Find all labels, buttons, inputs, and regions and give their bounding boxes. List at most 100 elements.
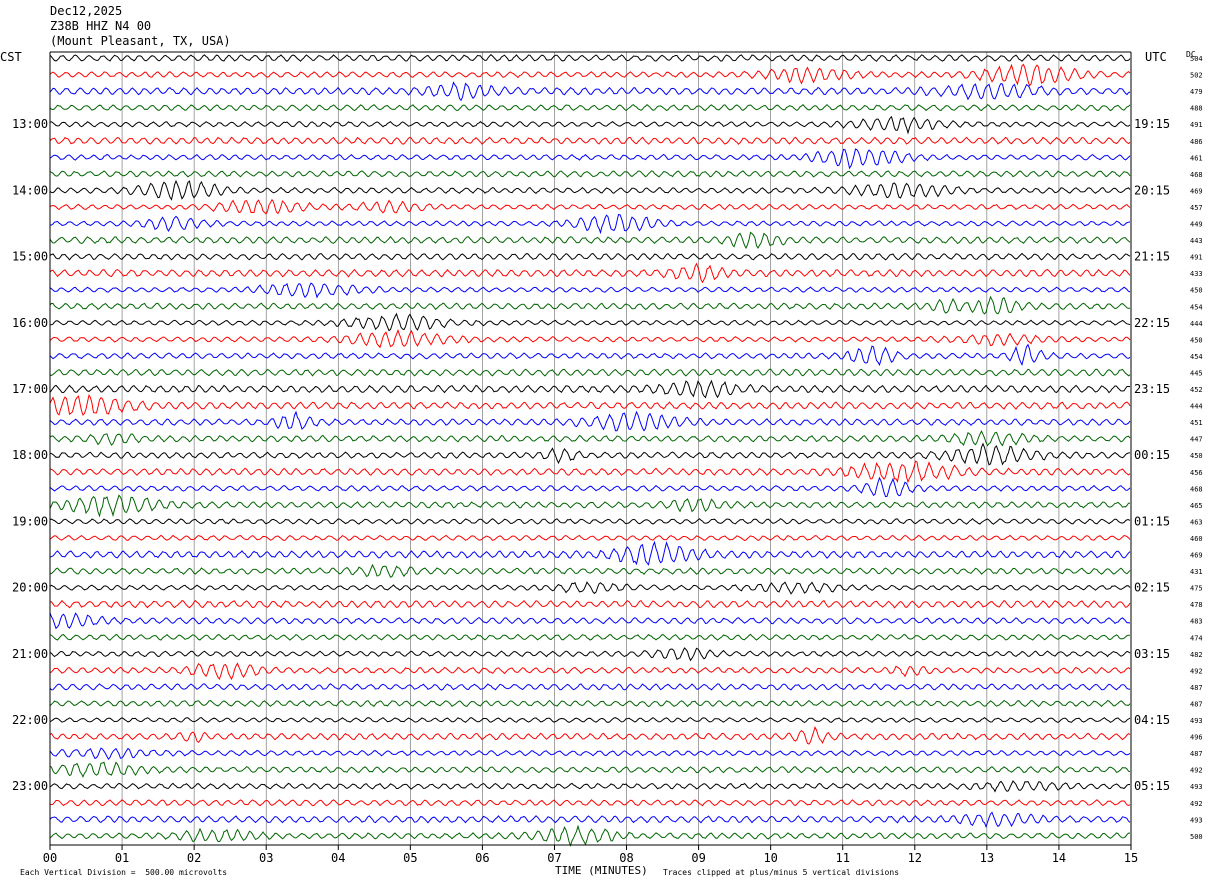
dc-offset-label: 469	[1190, 187, 1203, 195]
x-tick-label: 09	[691, 851, 705, 865]
dc-offset-label: 483	[1190, 618, 1203, 626]
left-hour-label: 23:00	[12, 779, 48, 793]
dc-offset-label: 461	[1190, 154, 1203, 162]
seismic-trace	[49, 213, 1131, 235]
seismic-trace	[49, 252, 1131, 261]
left-timezone-label: CST	[0, 50, 22, 64]
dc-offset-label: 431	[1190, 568, 1203, 576]
seismic-trace	[49, 231, 1131, 250]
dc-offset-label: 487	[1190, 700, 1203, 708]
left-hour-label: 15:00	[12, 250, 48, 264]
seismic-trace	[49, 599, 1131, 609]
seismic-trace	[49, 811, 1131, 829]
x-tick-label: 06	[475, 851, 489, 865]
dc-offset-label: 487	[1190, 750, 1203, 758]
seismic-trace	[49, 581, 1131, 595]
dc-offset-label: 450	[1190, 452, 1203, 460]
seismic-trace	[49, 429, 1131, 447]
dc-offset-label: 492	[1190, 800, 1203, 808]
seismic-trace	[49, 295, 1131, 315]
seismic-trace	[49, 799, 1131, 807]
x-tick-label: 14	[1052, 851, 1066, 865]
left-hour-label: 18:00	[12, 448, 48, 462]
dc-offset-label: 460	[1190, 535, 1203, 543]
dc-offset-label: 454	[1190, 353, 1203, 361]
left-hour-label: 20:00	[12, 581, 48, 595]
dc-offset-label: 445	[1190, 369, 1203, 377]
seismic-trace	[49, 410, 1131, 432]
left-hour-label: 19:00	[12, 514, 48, 528]
seismic-trace	[49, 442, 1131, 466]
dc-offset-label: 456	[1190, 469, 1203, 477]
right-hour-label: 23:15	[1134, 382, 1170, 396]
seismic-trace	[49, 136, 1131, 145]
dc-offset-label: 474	[1190, 634, 1203, 642]
dc-offset-label: 492	[1190, 767, 1203, 775]
minute-gridlines	[121, 52, 1060, 845]
clip-note: Traces clipped at plus/minus 5 vertical …	[663, 868, 900, 877]
dc-offset-label: 493	[1190, 783, 1203, 791]
dc-offset-label: 491	[1190, 254, 1203, 262]
dc-offset-label: 482	[1190, 651, 1203, 659]
location-label: (Mount Pleasant, TX, USA)	[50, 34, 231, 48]
dc-offset-label: 479	[1190, 88, 1203, 96]
seismic-trace	[49, 494, 1131, 518]
x-axis-title: TIME (MINUTES)	[555, 864, 648, 877]
left-hour-label: 13:00	[12, 117, 48, 131]
x-tick-label: 00	[43, 851, 57, 865]
seismic-trace	[49, 282, 1131, 299]
seismic-trace	[49, 262, 1131, 284]
seismic-trace	[49, 54, 1131, 62]
right-timezone-label: UTC	[1145, 50, 1167, 64]
dc-offset-label: 450	[1190, 336, 1203, 344]
dc-offset-label: 468	[1190, 171, 1203, 179]
seismic-trace	[49, 563, 1131, 578]
right-hour-label: 02:15	[1134, 581, 1170, 595]
dc-offset-label: 465	[1190, 502, 1203, 510]
dc-offset-label: 468	[1190, 485, 1203, 493]
vertical-division-note: Each Vertical Division = 500.00 microvol…	[20, 868, 228, 877]
dc-offset-label: 457	[1190, 204, 1203, 212]
right-hour-label: 19:15	[1134, 117, 1170, 131]
dc-offset-label: 504	[1190, 55, 1203, 63]
right-hour-label: 04:15	[1134, 713, 1170, 727]
dc-offset-label: 478	[1190, 601, 1203, 609]
seismic-trace	[49, 534, 1131, 542]
dc-offset-label: 450	[1190, 287, 1203, 295]
seismic-trace	[49, 379, 1131, 399]
seismic-trace	[49, 662, 1131, 681]
left-hour-label: 21:00	[12, 647, 48, 661]
seismic-traces	[49, 54, 1131, 848]
seismic-trace	[49, 517, 1131, 525]
dc-offset-label: 451	[1190, 419, 1203, 427]
x-axis-ticks: 00 01 02 03 04 05 06 07 08 09 10 11 12 13 14 15	[43, 845, 1138, 865]
dc-offset-label: 447	[1190, 436, 1203, 444]
dc-offset-label: 444	[1190, 403, 1203, 411]
seismic-trace	[49, 683, 1131, 691]
dc-offset-label: 491	[1190, 121, 1203, 129]
seismic-trace	[49, 148, 1131, 170]
x-tick-label: 12	[908, 851, 922, 865]
dc-offset-label: 496	[1190, 734, 1203, 742]
dc-offset-label: 493	[1190, 717, 1203, 725]
dc-offset-label: 444	[1190, 320, 1203, 328]
dc-offset-label: 492	[1190, 667, 1203, 675]
seismic-trace	[49, 460, 1131, 484]
seismic-trace	[49, 780, 1130, 793]
seismic-trace	[49, 394, 1131, 416]
dc-offset-label: 502	[1190, 72, 1203, 80]
right-hour-label: 01:15	[1134, 514, 1170, 528]
x-tick-label: 01	[115, 851, 129, 865]
seismic-trace	[49, 725, 1131, 745]
dc-offset-label: 493	[1190, 816, 1203, 824]
left-hour-label: 17:00	[12, 382, 48, 396]
dc-offset-label: 486	[1190, 138, 1203, 146]
x-tick-label: 10	[763, 851, 777, 865]
seismic-trace	[50, 312, 1131, 332]
date-label: Dec12,2025	[50, 4, 123, 18]
seismic-trace	[49, 103, 1131, 112]
seismic-trace	[49, 716, 1131, 724]
dc-offset-label: 433	[1190, 270, 1203, 278]
right-hour-label: 00:15	[1134, 448, 1170, 462]
